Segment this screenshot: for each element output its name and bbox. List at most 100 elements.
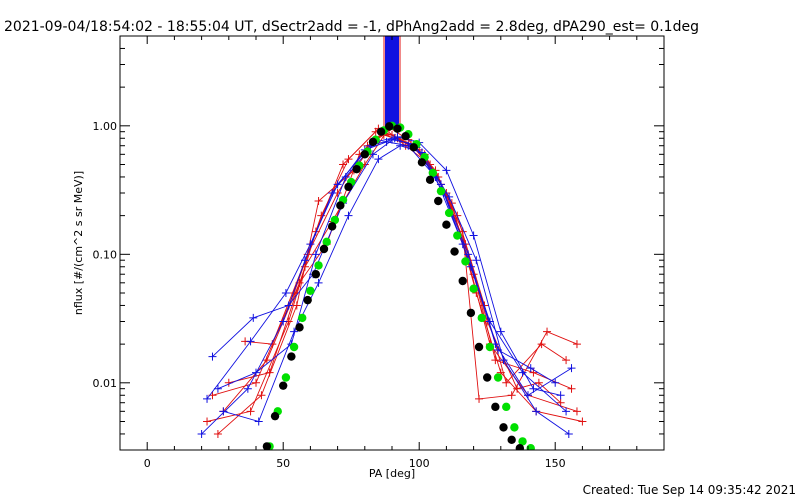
data-point xyxy=(428,168,437,178)
data-point xyxy=(344,211,353,220)
data-point xyxy=(306,286,315,296)
data-point xyxy=(289,342,299,352)
data-point xyxy=(491,356,500,365)
data-point xyxy=(203,417,212,426)
data-point xyxy=(401,132,410,141)
plot-area xyxy=(197,36,587,450)
data-point xyxy=(303,295,312,305)
data-point xyxy=(572,340,581,349)
data-point xyxy=(252,378,260,387)
axes: 0 50 100 150 0.01 0.10 1.00 xyxy=(93,35,665,470)
data-point xyxy=(249,313,258,322)
data-point xyxy=(472,256,481,265)
data-point xyxy=(213,429,222,438)
y-tick-label: 0.10 xyxy=(93,248,118,261)
data-point xyxy=(219,407,228,416)
data-point xyxy=(314,196,323,205)
data-point xyxy=(341,172,350,181)
data-point xyxy=(252,368,260,377)
data-point xyxy=(284,301,293,310)
y-axis-label: nflux [#/(cm^2 s sr MeV)] xyxy=(72,171,85,315)
data-point xyxy=(257,391,266,400)
created-timestamp: Created: Tue Sep 14 09:35:42 2021 xyxy=(583,483,796,497)
vertical-marker xyxy=(383,36,401,129)
data-point xyxy=(393,124,402,133)
data-point xyxy=(425,175,435,185)
data-point xyxy=(314,278,323,287)
data-point xyxy=(333,180,342,189)
data-point xyxy=(203,394,212,403)
data-point xyxy=(567,384,576,393)
data-point xyxy=(491,402,500,412)
data-point xyxy=(507,391,516,400)
data-point xyxy=(254,417,263,426)
data-point xyxy=(344,155,353,164)
data-point xyxy=(493,373,503,382)
data-point xyxy=(532,407,541,416)
data-point xyxy=(477,313,486,323)
data-point xyxy=(374,155,383,164)
data-point xyxy=(464,250,473,259)
data-point xyxy=(306,240,315,249)
data-point xyxy=(466,262,475,271)
x-axis-label: PA [deg] xyxy=(369,467,415,480)
data-point xyxy=(469,284,478,293)
data-point xyxy=(564,429,573,438)
data-point xyxy=(526,443,535,450)
data-point xyxy=(319,244,329,254)
data-point xyxy=(502,402,511,412)
data-point xyxy=(197,429,206,438)
data-point xyxy=(434,196,443,206)
data-point xyxy=(352,164,361,174)
data-point xyxy=(279,317,288,326)
x-tick-label: 0 xyxy=(144,457,151,470)
data-point xyxy=(436,186,446,196)
data-point xyxy=(292,301,301,310)
data-point xyxy=(213,384,222,393)
x-tick-label: 100 xyxy=(409,457,430,470)
data-point xyxy=(507,435,516,445)
data-point xyxy=(461,257,470,266)
y-tick-label: 0.01 xyxy=(93,377,118,390)
data-point xyxy=(518,437,527,446)
data-point xyxy=(336,201,345,210)
data-point xyxy=(529,384,538,393)
data-point xyxy=(311,250,320,259)
data-point xyxy=(246,337,255,346)
data-point xyxy=(534,378,543,387)
chart-title: 2021-09-04/18:54:02 - 18:55:04 UT, dSect… xyxy=(4,19,699,35)
data-point xyxy=(295,323,304,332)
x-tick-label: 50 xyxy=(276,457,290,470)
data-point xyxy=(311,270,321,279)
data-point xyxy=(567,364,576,373)
data-point xyxy=(298,313,307,323)
data-point xyxy=(469,231,478,240)
data-point xyxy=(360,150,369,159)
data-point xyxy=(442,220,451,229)
data-point xyxy=(551,378,560,387)
data-point xyxy=(262,356,271,365)
data-point xyxy=(442,166,451,175)
data-point xyxy=(496,327,505,336)
data-point xyxy=(483,373,492,382)
x-tick-label: 150 xyxy=(545,457,566,470)
data-point xyxy=(368,137,378,147)
data-point xyxy=(543,327,552,336)
data-point xyxy=(279,381,288,390)
data-point xyxy=(466,308,476,318)
data-point xyxy=(327,222,337,231)
data-point xyxy=(290,327,299,336)
data-point xyxy=(556,391,565,400)
data-point xyxy=(322,237,331,247)
data-point xyxy=(281,288,290,297)
data-point xyxy=(445,192,454,201)
data-point xyxy=(281,373,291,382)
data-point xyxy=(314,261,323,270)
data-point xyxy=(475,394,484,403)
data-point xyxy=(330,215,340,225)
data-point xyxy=(262,442,272,450)
data-point xyxy=(444,208,454,218)
data-point xyxy=(317,211,326,220)
data-point xyxy=(376,127,386,136)
data-point xyxy=(474,342,484,352)
